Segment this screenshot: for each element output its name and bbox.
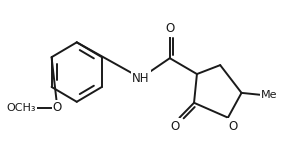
Text: NH: NH: [132, 72, 149, 85]
Text: O: O: [53, 101, 62, 114]
Text: Me: Me: [261, 90, 277, 100]
Text: O: O: [170, 120, 179, 133]
Text: O: O: [228, 120, 237, 133]
Text: O: O: [165, 22, 175, 35]
Text: OCH₃: OCH₃: [6, 103, 36, 113]
